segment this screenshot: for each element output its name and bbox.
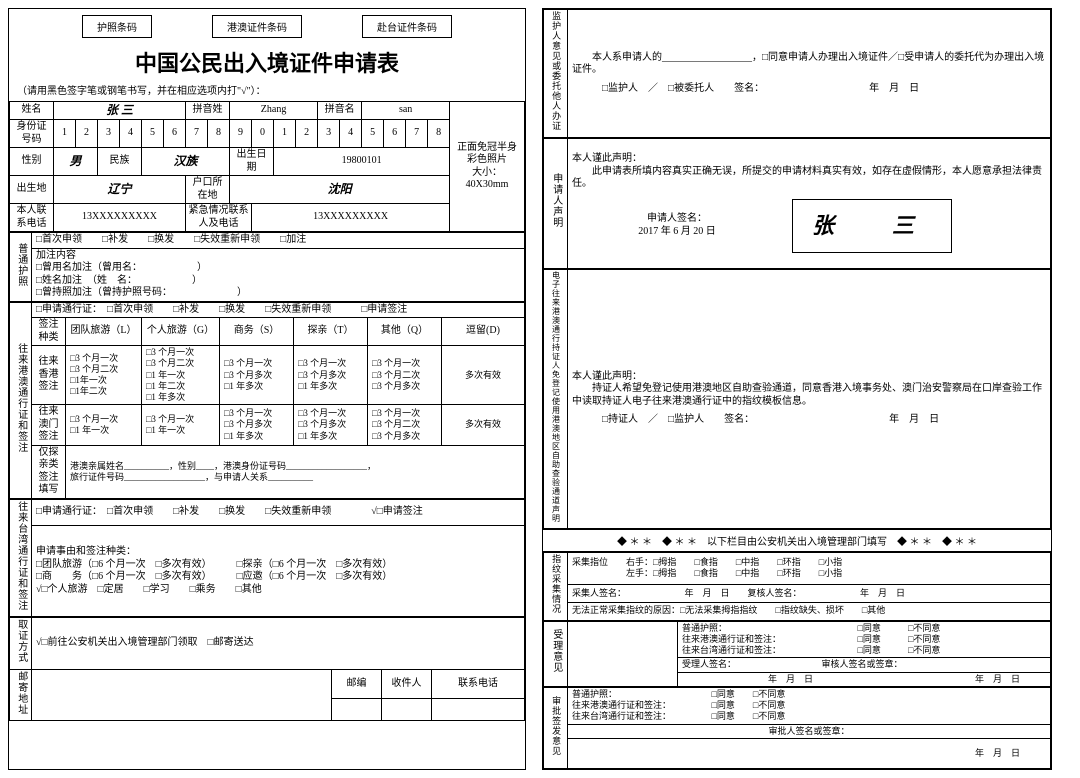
hk-G[interactable]: □3 个月一次□3 个月二次□1 年一次□1 年二次□1 年多次 — [142, 346, 220, 405]
fp-side-label: 指纹采集情况 — [544, 553, 568, 621]
epass-side-label: 电子往来港澳通行持证人免登记使用港澳地区自助查验通道声明 — [544, 269, 568, 529]
label-pinyin-given: 拼音名 — [318, 102, 362, 120]
hk-Q[interactable]: □3 个月一次□3 个月二次□3 个月多次 — [368, 346, 442, 405]
value-hukou[interactable]: 沈阳 — [230, 176, 450, 204]
fp-fingers[interactable]: 采集指位 右手：□拇指 □食指 □中指 □环指 □小指 左手：□拇指 □食指 □… — [568, 553, 1051, 585]
label-hk-row: 往来香港签注 — [32, 346, 66, 405]
label-mail: 邮寄地址 — [10, 669, 32, 721]
hk-L[interactable]: □3 个月一次□3 个月二次□1年一次□1年二次 — [66, 346, 142, 405]
hkmo-barcode-box: 港澳证件条码 — [212, 15, 302, 38]
mo-T[interactable]: □3 个月一次□3 个月多次□1 年多次 — [294, 405, 368, 446]
passport-section: 普通护照 □首次申领 □补发 □换发 □失效重新申领 □加注 加注内容 □曾用名… — [9, 232, 525, 302]
mail-contact[interactable] — [432, 699, 525, 721]
label-dob: 出生日期 — [230, 148, 274, 176]
accept-dates[interactable]: 年 月 日 年 月 日 — [678, 672, 1051, 686]
form-page-2: 监护人意见或委托他人办证 本人系申请人的__________________，□… — [542, 8, 1052, 770]
id-d[interactable]: 1 — [54, 120, 76, 148]
pickup-options[interactable]: √□前往公安机关出入境管理部门领取 □邮寄送达 — [32, 618, 525, 670]
form-title: 中国公民出入境证件申请表 — [9, 40, 525, 80]
acceptance-section: 受理意见 普通护照： □同意 □不同意 往来港澳通行证和签注： □同意 □不同意… — [543, 621, 1051, 687]
guardian-side-label: 监护人意见或委托他人办证 — [544, 10, 568, 138]
fp-reason[interactable]: 无法正常采集指纹的原因：□无法采集拇指指纹 □指纹缺失、损坏 □其他 — [568, 602, 1051, 620]
label-pickup: 取证方式 — [10, 618, 32, 670]
label-hukou: 户口所在地 — [186, 176, 230, 204]
value-pinyin-surname[interactable]: Zhang — [230, 102, 318, 120]
epass-content[interactable]: 本人谨此声明： 持证人希望免登记使用港澳地区自助查验通道，同意香港入境事务处、澳… — [568, 269, 1051, 529]
personal-info-table: 姓名 张 三 拼音姓 Zhang 拼音名 san 正面免冠半身 彩色照片 大小：… — [9, 101, 525, 232]
declaration-section: 申请人声明 本人谨此声明： 此申请表所填内容真实正确无误，所提交的申请材料真实有… — [543, 138, 1051, 269]
value-phone[interactable]: 13XXXXXXXXX — [54, 204, 186, 232]
label-relative-row: 仅探亲类签注填写 — [32, 445, 66, 498]
accept-signatures[interactable]: 受理人签名： 审核人签名或签章： — [678, 658, 1051, 672]
passport-addendum[interactable]: 加注内容 □曾用名加注（曾用名： ） □姓名加注 （姓 名： ） □曾持照加注（… — [32, 248, 525, 301]
fingerprint-section: 指纹采集情况 采集指位 右手：□拇指 □食指 □中指 □环指 □小指 左手：□拇… — [543, 552, 1051, 621]
value-sex[interactable]: 男 — [54, 148, 98, 176]
guardian-content[interactable]: 本人系申请人的__________________，□同意申请人办理出入境证件／… — [568, 10, 1051, 138]
approve-opinions[interactable]: 普通护照： □同意 □不同意 往来港澳通行证和签注： □同意 □不同意 往来台湾… — [568, 687, 1051, 724]
label-name: 姓名 — [10, 102, 54, 120]
mo-S[interactable]: □3 个月一次□3 个月多次□1 年多次 — [220, 405, 294, 446]
declare-side-label: 申请人声明 — [544, 138, 568, 268]
hk-S[interactable]: □3 个月一次□3 个月多次□1 年多次 — [220, 346, 294, 405]
value-dob[interactable]: 19800101 — [274, 148, 450, 176]
label-ethnic: 民族 — [98, 148, 142, 176]
hkmo-apply[interactable]: □申请通行证： □首次申领 □补发 □换发 □失效重新申领 □申请签注 — [32, 302, 525, 318]
value-birthplace[interactable]: 辽宁 — [54, 176, 186, 204]
label-visa-type: 签注种类 — [32, 318, 66, 346]
label-phone: 本人联系电话 — [10, 204, 54, 232]
approve-side-label: 审批签发意见 — [544, 687, 568, 768]
label-birthplace: 出生地 — [10, 176, 54, 204]
form-page-1: 护照条码 港澳证件条码 赴台证件条码 中国公民出入境证件申请表 （请用黑色签字笔… — [8, 8, 526, 770]
epass-section: 电子往来港澳通行持证人免登记使用港澳地区自助查验通道声明 本人谨此声明： 持证人… — [543, 269, 1051, 530]
label-sex: 性别 — [10, 148, 54, 176]
label-emergency: 紧急情况联系人及电话 — [186, 204, 252, 232]
approve-sig[interactable]: 审批人签名或签章： — [568, 724, 1051, 738]
tw-section: 往来台湾通行证和签注 □申请通行证： □首次申领 □补发 □换发 □失效重新申领… — [9, 499, 525, 618]
photo-box: 正面免冠半身 彩色照片 大小：40X30mm — [450, 102, 525, 232]
label-contact: 联系电话 — [432, 669, 525, 699]
form-note: （请用黑色签字笔或钢笔书写，并在相应选项内打"√"）： — [9, 80, 525, 101]
tw-barcode-box: 赴台证件条码 — [362, 15, 452, 38]
passport-side-label: 普通护照 — [10, 233, 32, 302]
official-divider: ◆ ＊ ＊ ◆ ＊ ＊ 以下栏目由公安机关出入境管理部门填写 ◆ ＊ ＊ ◆ ＊… — [543, 529, 1051, 552]
tw-side-label: 往来台湾通行证和签注 — [10, 499, 32, 617]
label-recipient: 收件人 — [382, 669, 432, 699]
hk-D[interactable]: 多次有效 — [442, 346, 525, 405]
accept-blank[interactable] — [568, 621, 678, 686]
mail-postcode[interactable] — [332, 699, 382, 721]
mo-Q[interactable]: □3 个月一次□3 个月二次□3 个月多次 — [368, 405, 442, 446]
tw-types[interactable]: 申请事由和签注种类： □团队旅游（□6 个月一次 □多次有效） □探亲（□6 个… — [32, 526, 525, 617]
value-ethnic[interactable]: 汉族 — [142, 148, 230, 176]
approval-section: 审批签发意见 普通护照： □同意 □不同意 往来港澳通行证和签注： □同意 □不… — [543, 687, 1051, 769]
pickup-mail-table: 取证方式 √□前往公安机关出入境管理部门领取 □邮寄送达 邮寄地址 邮编 收件人… — [9, 617, 525, 721]
label-postcode: 邮编 — [332, 669, 382, 699]
value-emergency[interactable]: 13XXXXXXXXX — [252, 204, 450, 232]
tw-apply[interactable]: □申请通行证： □首次申领 □补发 □换发 □失效重新申领 √□申请签注 — [32, 499, 525, 526]
approve-date[interactable]: 年 月 日 — [568, 738, 1051, 768]
declare-content: 本人谨此声明： 此申请表所填内容真实正确无误，所提交的申请材料真实有效，如存在虚… — [568, 138, 1051, 268]
relative-fields[interactable]: 港澳亲属姓名__________，性别____，港澳身份证号码_________… — [66, 445, 525, 498]
mo-L[interactable]: □3 个月一次□1 年一次 — [66, 405, 142, 446]
hkmo-side-label: 往来港澳通行证和签注 — [10, 302, 32, 498]
applicant-signature[interactable]: 张 三 — [792, 199, 952, 253]
passport-apply-options[interactable]: □首次申领 □补发 □换发 □失效重新申领 □加注 — [32, 233, 525, 249]
mail-recipient[interactable] — [382, 699, 432, 721]
barcode-row: 护照条码 港澳证件条码 赴台证件条码 — [9, 9, 525, 40]
hkmo-section: 往来港澳通行证和签注 □申请通行证： □首次申领 □补发 □换发 □失效重新申领… — [9, 302, 525, 499]
mail-address[interactable] — [32, 669, 332, 721]
value-pinyin-given[interactable]: san — [362, 102, 450, 120]
label-pinyin-surname: 拼音姓 — [186, 102, 230, 120]
label-macao-row: 往来澳门签注 — [32, 405, 66, 446]
accept-opinions[interactable]: 普通护照： □同意 □不同意 往来港澳通行证和签注： □同意 □不同意 往来台湾… — [678, 621, 1051, 658]
label-id: 身份证号码 — [10, 120, 54, 148]
mo-D[interactable]: 多次有效 — [442, 405, 525, 446]
mo-G[interactable]: □3 个月一次□1 年一次 — [142, 405, 220, 446]
passport-barcode-box: 护照条码 — [82, 15, 152, 38]
value-name[interactable]: 张 三 — [54, 102, 186, 120]
guardian-section: 监护人意见或委托他人办证 本人系申请人的__________________，□… — [543, 9, 1051, 138]
hk-T[interactable]: □3 个月一次□3 个月多次□1 年多次 — [294, 346, 368, 405]
accept-side-label: 受理意见 — [544, 621, 568, 686]
fp-signatures[interactable]: 采集人签名： 年 月 日 复核人签名： 年 月 日 — [568, 584, 1051, 602]
